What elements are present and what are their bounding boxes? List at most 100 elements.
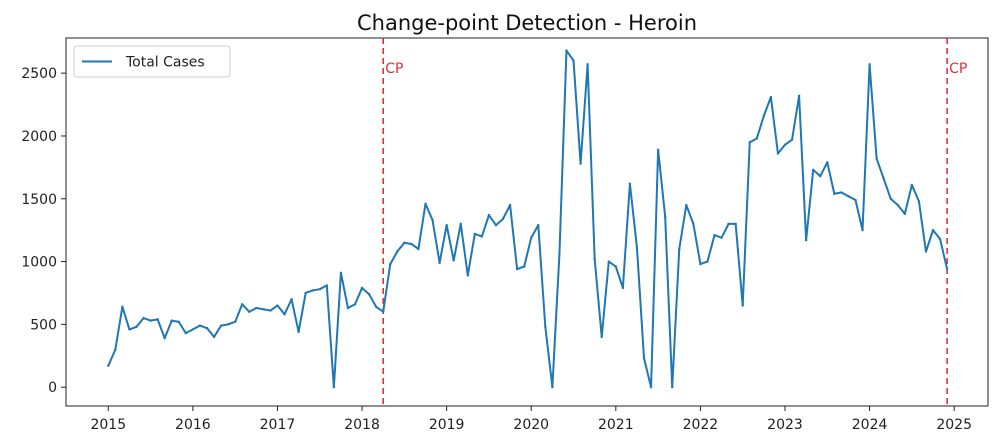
data-point bbox=[367, 293, 371, 296]
data-point bbox=[403, 241, 406, 244]
data-point bbox=[558, 252, 561, 256]
data-point bbox=[276, 304, 279, 307]
data-point bbox=[826, 161, 829, 164]
data-point bbox=[910, 183, 914, 187]
changepoint-lines: CP CP bbox=[382, 38, 967, 406]
legend: Total Cases bbox=[73, 45, 231, 78]
data-point bbox=[226, 323, 230, 326]
data-point bbox=[917, 200, 921, 203]
x-tick-label: 2023 bbox=[767, 417, 803, 433]
data-point bbox=[431, 218, 434, 222]
x-tick-label: 2020 bbox=[513, 417, 549, 433]
x-tick-label: 2018 bbox=[344, 417, 380, 433]
data-point bbox=[572, 59, 575, 62]
data-point bbox=[692, 222, 695, 226]
data-point bbox=[494, 223, 498, 227]
data-point bbox=[713, 233, 716, 237]
data-point bbox=[762, 114, 766, 118]
data-point bbox=[452, 259, 455, 262]
data-point bbox=[353, 303, 357, 306]
y-tick-label: 500 bbox=[30, 317, 57, 333]
series-layer bbox=[107, 49, 949, 389]
y-tick-label: 2500 bbox=[21, 66, 57, 82]
data-point bbox=[262, 308, 265, 311]
data-point bbox=[600, 335, 603, 339]
data-point bbox=[248, 310, 251, 313]
data-point bbox=[649, 385, 653, 389]
data-point bbox=[931, 228, 935, 232]
x-tick-label: 2024 bbox=[852, 417, 888, 433]
data-point bbox=[198, 324, 202, 327]
data-point bbox=[184, 331, 188, 335]
data-point bbox=[410, 242, 413, 246]
data-point bbox=[304, 291, 307, 295]
data-point bbox=[241, 303, 244, 306]
legend-label: Total Cases bbox=[125, 55, 205, 71]
data-point bbox=[790, 138, 794, 141]
x-tick-label: 2017 bbox=[260, 417, 296, 433]
data-point bbox=[128, 328, 131, 331]
data-point bbox=[311, 289, 314, 292]
data-point bbox=[339, 271, 343, 275]
data-point bbox=[889, 197, 892, 200]
axes: 2015 2016 2017 2018 2019 2020 2021 2022 2023 2024… bbox=[21, 37, 989, 433]
data-point bbox=[678, 247, 681, 251]
data-point bbox=[382, 310, 385, 313]
data-point bbox=[318, 287, 321, 291]
data-point bbox=[628, 182, 632, 185]
data-point bbox=[212, 335, 216, 339]
data-point bbox=[332, 385, 336, 389]
data-point bbox=[924, 250, 928, 253]
data-point bbox=[565, 49, 568, 52]
data-point bbox=[882, 177, 885, 180]
data-point bbox=[819, 174, 822, 178]
data-point bbox=[417, 247, 420, 251]
data-point bbox=[445, 223, 448, 227]
data-point bbox=[530, 236, 533, 239]
data-point bbox=[642, 357, 646, 360]
data-point bbox=[586, 63, 589, 66]
data-point bbox=[255, 306, 258, 310]
data-point bbox=[537, 223, 540, 227]
changepoint-label: CP bbox=[385, 61, 403, 77]
data-point bbox=[156, 318, 159, 321]
data-point bbox=[706, 260, 709, 263]
data-point bbox=[233, 320, 237, 324]
data-point bbox=[149, 319, 152, 322]
data-point bbox=[346, 306, 350, 310]
data-point bbox=[360, 286, 364, 290]
data-point bbox=[769, 95, 773, 99]
data-point bbox=[727, 222, 730, 226]
data-point bbox=[755, 137, 758, 140]
x-tick-label: 2022 bbox=[683, 417, 719, 433]
data-point bbox=[438, 261, 441, 265]
data-point bbox=[861, 228, 864, 232]
data-point bbox=[459, 222, 462, 226]
x-tick-label: 2016 bbox=[175, 417, 211, 433]
data-point bbox=[389, 262, 392, 266]
data-point bbox=[544, 325, 547, 329]
data-point bbox=[374, 305, 378, 308]
data-point bbox=[290, 298, 293, 301]
series-line-total-cases bbox=[107, 49, 949, 389]
data-point bbox=[748, 141, 751, 144]
y-tick-label: 1000 bbox=[21, 255, 57, 271]
data-point bbox=[466, 274, 469, 277]
data-point bbox=[473, 232, 477, 236]
data-point bbox=[734, 222, 737, 226]
data-point bbox=[840, 191, 843, 194]
data-point bbox=[163, 336, 166, 340]
data-point bbox=[424, 202, 427, 205]
data-point bbox=[720, 236, 723, 239]
x-tick-label: 2015 bbox=[90, 417, 126, 433]
data-point bbox=[121, 305, 124, 308]
data-point bbox=[896, 203, 899, 207]
data-point bbox=[854, 198, 857, 202]
data-point bbox=[325, 284, 329, 287]
data-point bbox=[114, 348, 117, 351]
data-point bbox=[621, 286, 625, 290]
data-point bbox=[579, 162, 582, 165]
plot-frame bbox=[65, 37, 989, 407]
data-point bbox=[205, 326, 209, 330]
